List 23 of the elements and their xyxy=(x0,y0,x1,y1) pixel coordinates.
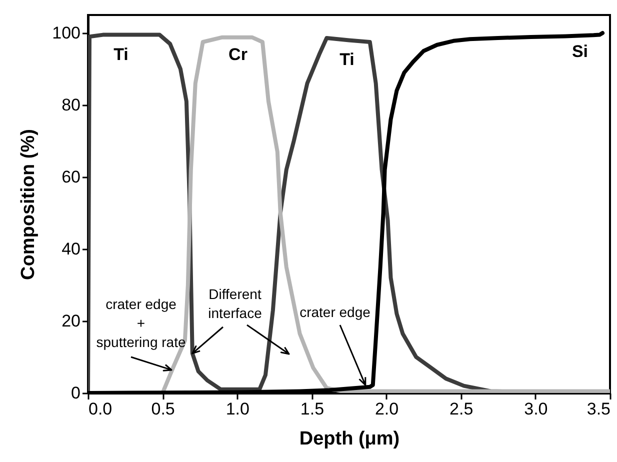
y-tick-label: 100 xyxy=(52,24,80,42)
annotation: Ti xyxy=(340,50,354,69)
x-tick-label: 3.0 xyxy=(524,400,548,418)
x-tick-label: 2.0 xyxy=(374,400,399,418)
x-tick-label: 1.5 xyxy=(300,400,324,418)
y-tick-label: 40 xyxy=(62,240,80,258)
annotation: Ti xyxy=(114,45,128,64)
x-tick-label: 1.0 xyxy=(226,400,250,418)
y-tick-label: 0 xyxy=(71,384,80,402)
x-tick-label: 0.0 xyxy=(88,400,112,418)
annotation: Cr xyxy=(228,45,248,64)
x-tick-label: 0.5 xyxy=(151,400,175,418)
y-tick-label: 60 xyxy=(62,168,80,186)
y-tick-label: 80 xyxy=(62,96,80,114)
x-tick-label: 2.5 xyxy=(450,400,474,418)
annotation: Si xyxy=(572,42,588,61)
y-axis-title: Composition (%) xyxy=(18,129,40,280)
x-axis-title: Depth (μm) xyxy=(299,428,400,450)
annotation: crater edge + sputtering rate xyxy=(96,296,186,350)
x-tick-label: 3.5 xyxy=(586,400,610,418)
annotation: crater edge xyxy=(300,304,371,320)
annotation: Different interface xyxy=(208,286,262,321)
y-tick-label: 20 xyxy=(62,312,80,330)
